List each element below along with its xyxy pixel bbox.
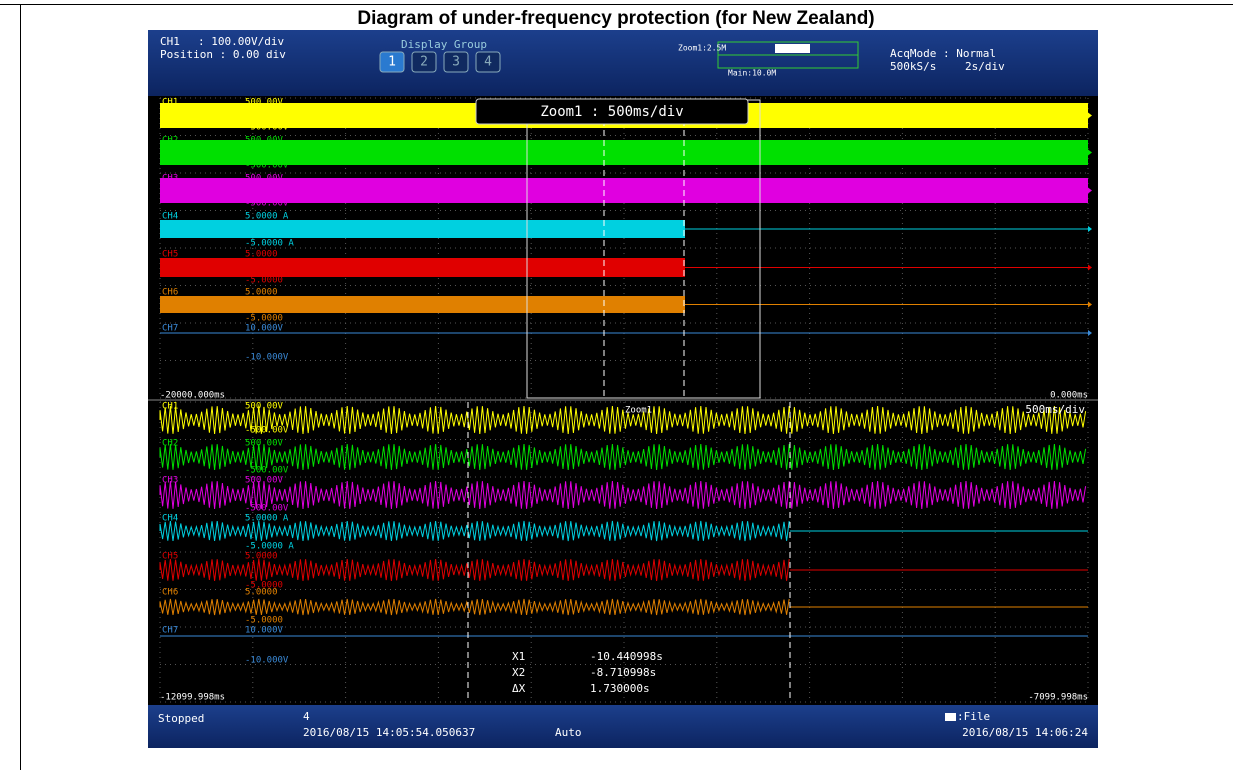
scale-top: 500.00V bbox=[245, 174, 284, 184]
channel-name: CH7 bbox=[162, 324, 178, 334]
memory-window bbox=[775, 44, 810, 53]
sample-rate: 500kS/s bbox=[890, 60, 936, 73]
footer-bar bbox=[148, 705, 1098, 748]
scale-bottom: -5.0000 A bbox=[245, 239, 294, 249]
trigger-mode: Auto bbox=[555, 726, 582, 739]
scale-bottom: -5.0000 bbox=[245, 276, 283, 286]
scale-bottom: -500.00V bbox=[245, 426, 289, 436]
time-start: -12099.998ms bbox=[160, 693, 225, 703]
cursor-name: X2 bbox=[512, 666, 525, 679]
channel-name: CH2 bbox=[162, 136, 178, 146]
zoom-memory: Zoom1:2.5M bbox=[678, 44, 726, 53]
main-memory: Main:10.0M bbox=[728, 69, 776, 78]
time-div: 500ms/div bbox=[1025, 403, 1085, 416]
header-bar bbox=[148, 30, 1098, 96]
save-icon bbox=[945, 713, 956, 721]
group-button-label[interactable]: 3 bbox=[452, 55, 460, 70]
scale-bottom: -5.0000 A bbox=[245, 542, 294, 552]
scale-top: 10.000V bbox=[245, 324, 284, 334]
scale-bottom: -500.00V bbox=[245, 199, 289, 209]
scale-bottom: -500.00V bbox=[245, 504, 289, 514]
channel-name: CH6 bbox=[162, 288, 178, 298]
scale-bottom: -5.0000 bbox=[245, 616, 283, 626]
channel-name: CH3 bbox=[162, 174, 178, 184]
channel-name: CH5 bbox=[162, 250, 178, 260]
scale-top: 5.0000 A bbox=[245, 212, 289, 222]
time-end: -7099.998ms bbox=[1028, 693, 1088, 703]
scale-top: 5.0000 bbox=[245, 588, 278, 598]
channel-position: Position : 0.00 div bbox=[160, 48, 286, 61]
scale-top: 5.0000 bbox=[245, 288, 278, 298]
start-time: 2016/08/15 14:05:54.050637 bbox=[303, 726, 475, 739]
screen bbox=[148, 30, 1098, 748]
scale-bottom: -5.0000 bbox=[245, 314, 283, 324]
scale-top: 5.0000 bbox=[245, 552, 278, 562]
group-button-label[interactable]: 1 bbox=[388, 55, 396, 70]
scale-top: 500.00V bbox=[245, 439, 284, 449]
group-button-label[interactable]: 4 bbox=[484, 55, 492, 70]
scale-top: 500.00V bbox=[245, 476, 284, 486]
time-end: 0.000ms bbox=[1050, 391, 1088, 401]
channel-name: CH1 bbox=[162, 402, 178, 412]
save-target: :File bbox=[957, 710, 990, 723]
display-group-label: Display Group bbox=[401, 38, 487, 51]
waveform bbox=[160, 258, 685, 277]
end-time: 2016/08/15 14:06:24 bbox=[962, 726, 1088, 739]
scale-bottom: -500.00V bbox=[245, 123, 289, 133]
cursor-value: -10.440998s bbox=[590, 650, 663, 663]
scale-bottom: -500.00V bbox=[245, 161, 289, 171]
channel-name: CH7 bbox=[162, 626, 178, 636]
count: 4 bbox=[303, 710, 310, 723]
scale-top: 500.00V bbox=[245, 402, 284, 412]
scale-bottom: -500.00V bbox=[245, 466, 289, 476]
scale-top: 5.0000 A bbox=[245, 514, 289, 524]
scale-top: 500.00V bbox=[245, 98, 284, 108]
cursor-name: X1 bbox=[512, 650, 525, 663]
channel-scale: : 100.00V/div bbox=[198, 35, 284, 48]
time-div: 2s/div bbox=[965, 60, 1005, 73]
scale-top: 10.000V bbox=[245, 626, 284, 636]
cursor-name: ΔX bbox=[512, 682, 526, 695]
channel-name: CH5 bbox=[162, 552, 178, 562]
page: Diagram of under-frequency protection (f… bbox=[0, 0, 1233, 770]
channel-name: CH4 bbox=[162, 514, 178, 524]
title: Diagram of under-frequency protection (f… bbox=[357, 8, 874, 29]
channel-name: CH6 bbox=[162, 588, 178, 598]
channel-name: CH1 bbox=[162, 98, 178, 108]
channel-name: CH2 bbox=[162, 439, 178, 449]
time-start: -20000.000ms bbox=[160, 391, 225, 401]
acq-mode: AcqMode : Normal bbox=[890, 47, 996, 60]
waveform bbox=[160, 296, 685, 313]
group-button-label[interactable]: 2 bbox=[420, 55, 428, 70]
zoom-name: Zoom1 bbox=[625, 406, 652, 416]
waveform bbox=[160, 178, 1088, 203]
waveform bbox=[160, 140, 1088, 165]
waveform bbox=[160, 220, 685, 238]
scale-bottom: -10.000V bbox=[245, 353, 289, 363]
channel-name: CH4 bbox=[162, 212, 178, 222]
channel-name: CH1 bbox=[160, 35, 180, 48]
scale-bottom: -10.000V bbox=[245, 656, 289, 666]
status: Stopped bbox=[158, 712, 204, 725]
scale-top: 500.00V bbox=[245, 136, 284, 146]
cursor-value: 1.730000s bbox=[590, 682, 650, 695]
cursor-value: -8.710998s bbox=[590, 666, 656, 679]
scale-top: 5.0000 bbox=[245, 250, 278, 260]
channel-name: CH3 bbox=[162, 476, 178, 486]
zoom-label: Zoom1 : 500ms/div bbox=[540, 104, 683, 120]
